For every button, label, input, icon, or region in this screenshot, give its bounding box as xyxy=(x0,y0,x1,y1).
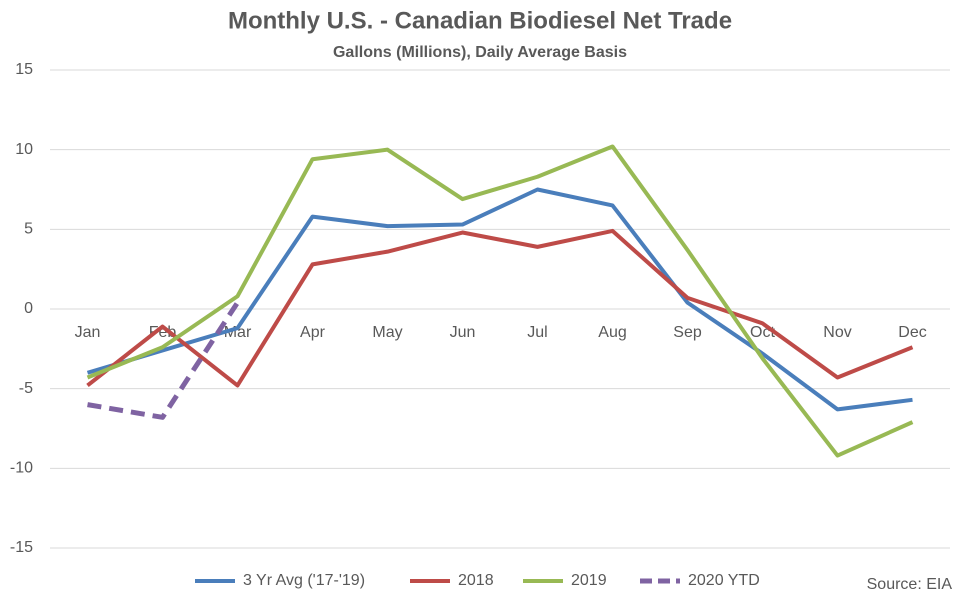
x-tick-label: Feb xyxy=(149,324,177,341)
x-tick-label: Dec xyxy=(898,324,926,341)
x-tick-label: Oct xyxy=(750,324,775,341)
x-tick-label: Sep xyxy=(673,324,702,341)
y-tick-label: 15 xyxy=(15,61,33,78)
x-tick-label: Jan xyxy=(75,324,101,341)
y-tick-label: 5 xyxy=(24,221,33,238)
legend-label: 3 Yr Avg ('17-'19) xyxy=(243,572,365,589)
legend-label: 2018 xyxy=(458,572,494,589)
source-note: Source: EIA xyxy=(867,576,953,593)
y-tick-label: -5 xyxy=(19,380,33,397)
x-tick-label: Nov xyxy=(823,324,851,341)
chart-subtitle: Gallons (Millions), Daily Average Basis xyxy=(333,44,627,61)
y-tick-label: 0 xyxy=(24,300,33,317)
series-line xyxy=(87,301,240,420)
legend-label: 2019 xyxy=(571,572,607,589)
series-line xyxy=(86,187,913,412)
y-tick-label: -10 xyxy=(10,460,33,477)
legend-label: 2020 YTD xyxy=(688,572,760,589)
series-line xyxy=(86,144,914,458)
x-tick-label: May xyxy=(372,324,402,341)
x-tick-label: Apr xyxy=(300,324,326,341)
y-tick-label: -15 xyxy=(10,539,33,556)
x-tick-label: Jul xyxy=(527,324,547,341)
series-line xyxy=(86,228,914,388)
x-tick-label: Jun xyxy=(450,324,476,341)
y-tick-label: 10 xyxy=(15,141,33,158)
chart-title: Monthly U.S. - Canadian Biodiesel Net Tr… xyxy=(228,7,732,34)
x-tick-label: Aug xyxy=(598,324,626,341)
